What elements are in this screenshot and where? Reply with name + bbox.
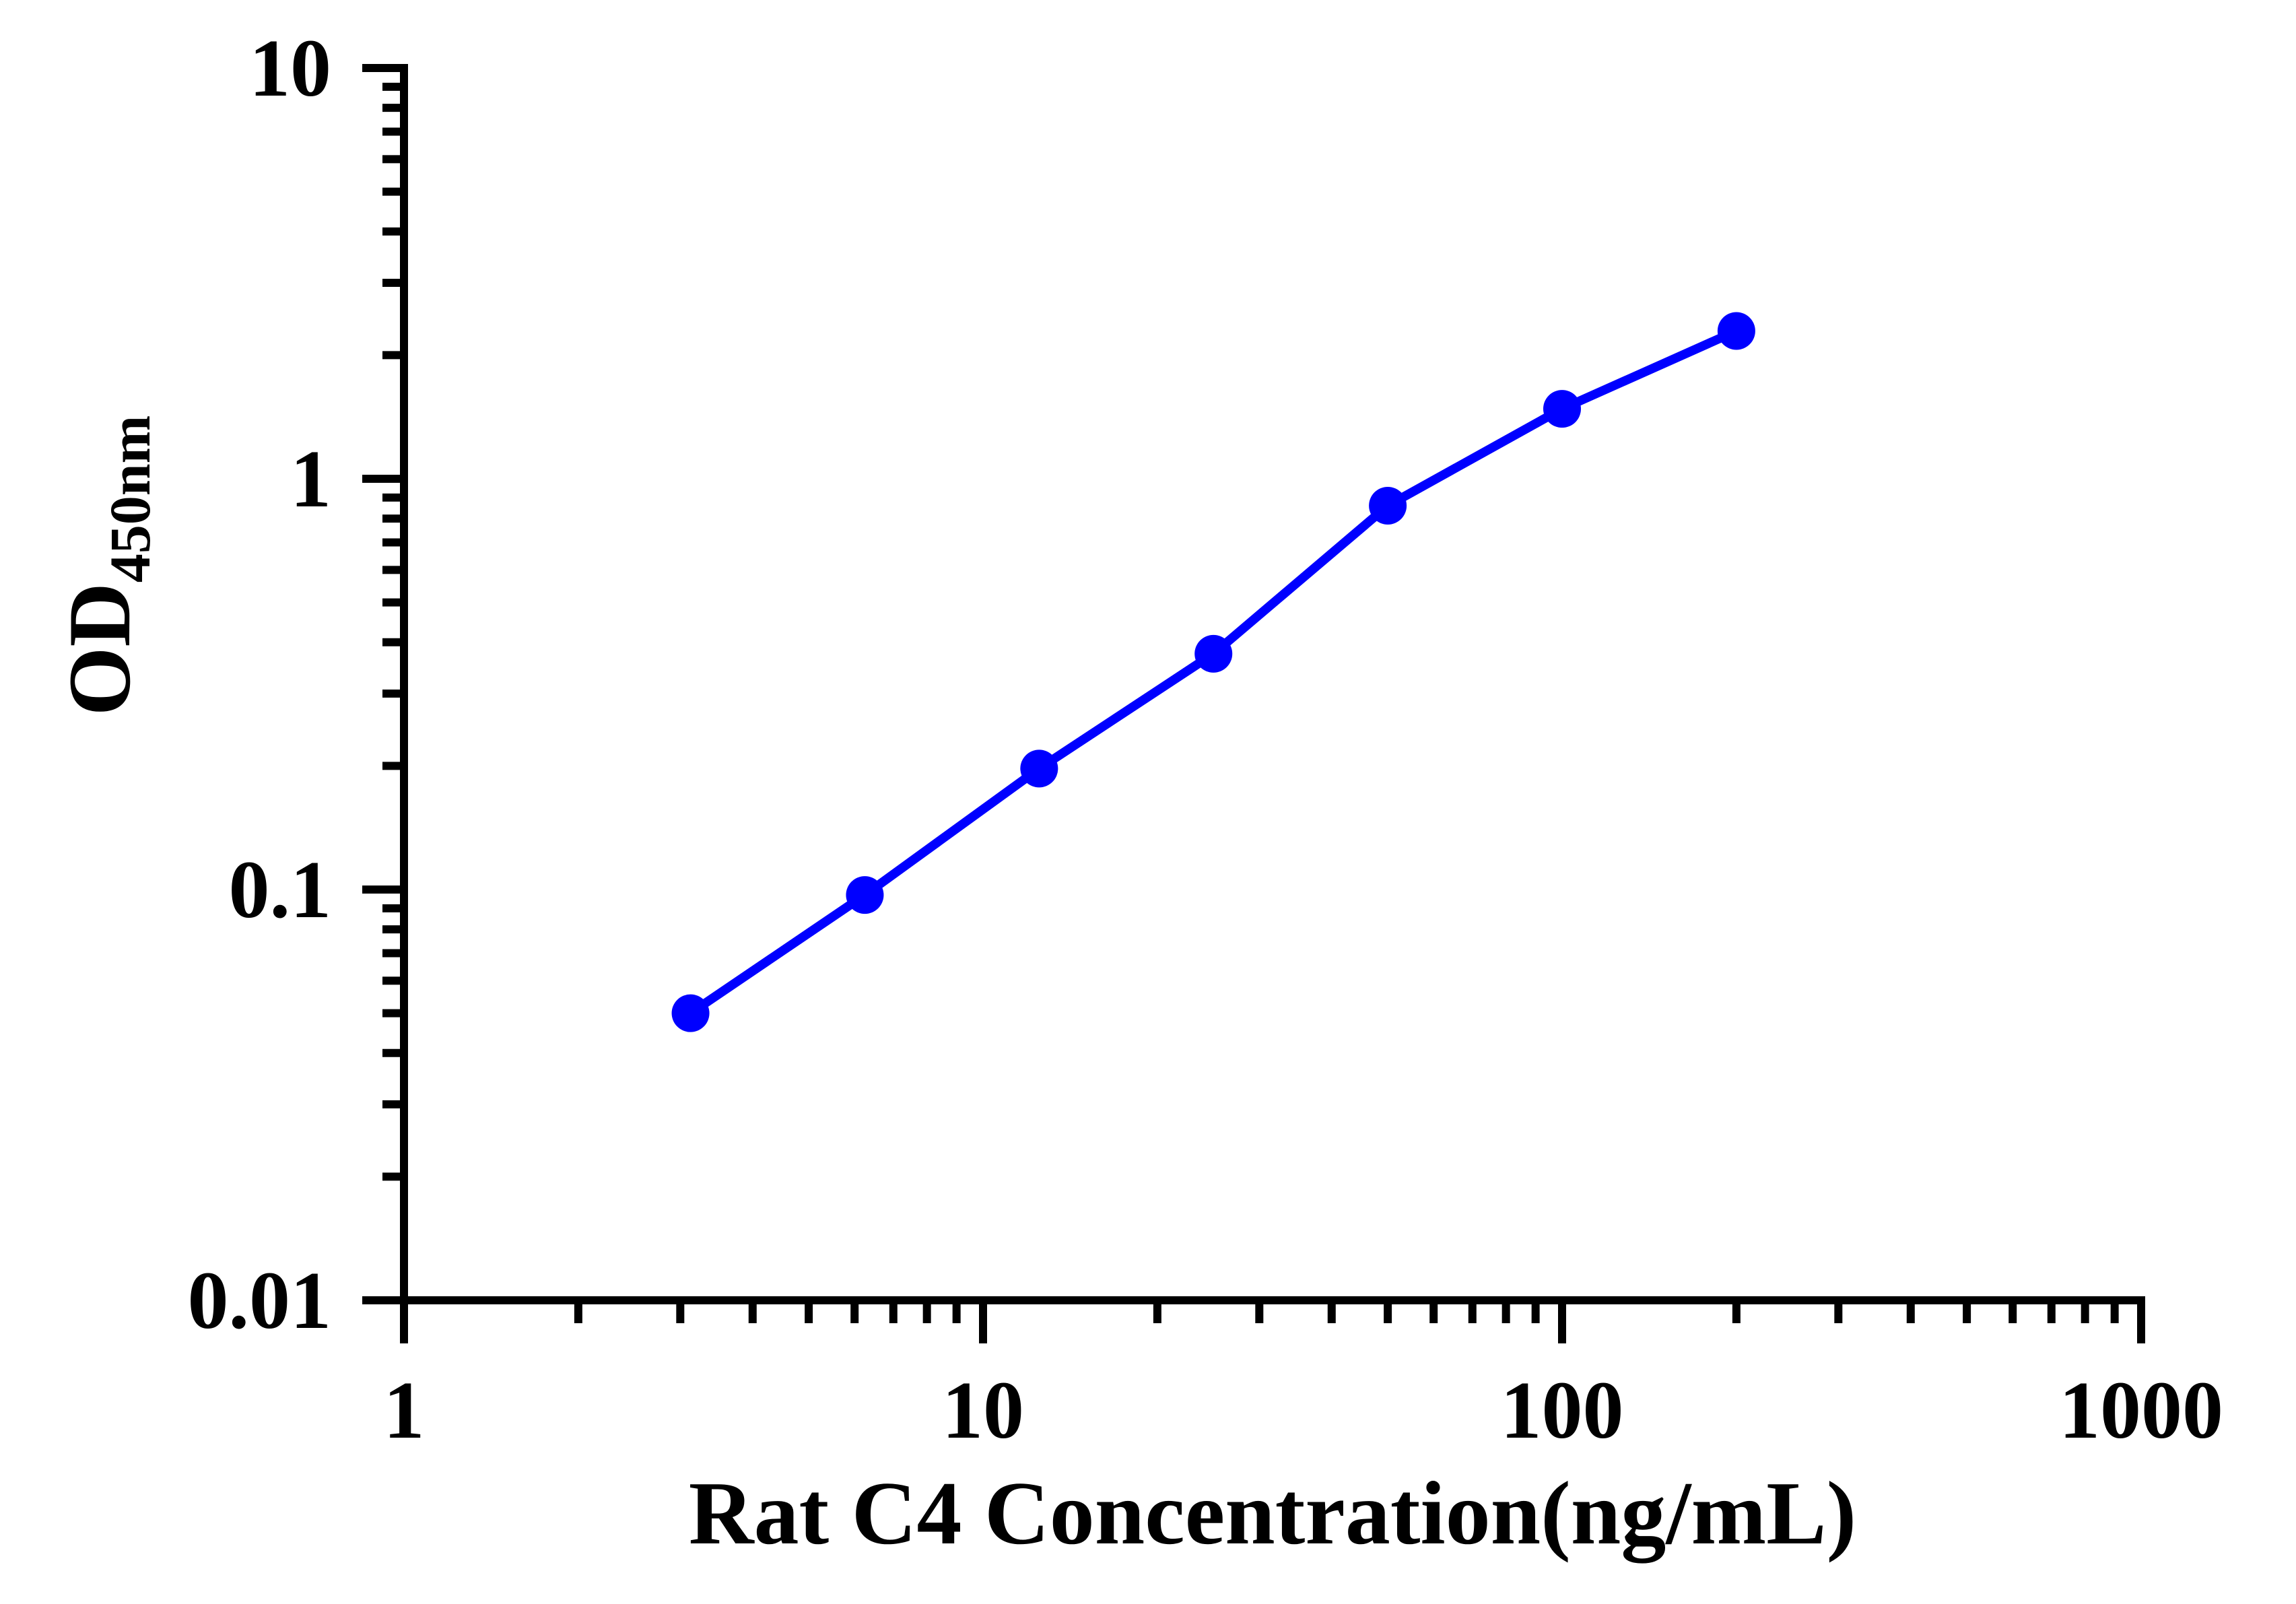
x-tick-label: 1000 — [2059, 1365, 2223, 1456]
data-point-marker — [1717, 312, 1755, 350]
axes — [400, 64, 2145, 1304]
data-point-marker — [671, 994, 710, 1032]
y-axis-title: OD450nm — [50, 415, 162, 716]
data-point-marker — [846, 876, 884, 914]
x-tick-label: 10 — [942, 1365, 1024, 1456]
x-axis-title: Rat C4 Concentration(ng/mL) — [689, 1463, 1856, 1564]
y-tick-label: 0.01 — [188, 1255, 332, 1346]
major-ticks — [362, 64, 2145, 1343]
data-series — [671, 312, 1755, 1032]
y-tick-label: 10 — [249, 23, 331, 114]
y-tick-label: 0.1 — [229, 844, 332, 935]
x-tick-label: 1 — [384, 1365, 425, 1456]
data-point-marker — [1020, 749, 1058, 788]
minor-ticks — [382, 82, 2119, 1323]
data-point-marker — [1543, 390, 1581, 428]
x-tick-label: 100 — [1501, 1365, 1624, 1456]
data-point-marker — [1194, 634, 1233, 673]
y-tick-label: 1 — [290, 434, 331, 525]
y-axis-title-base: OD — [50, 582, 149, 716]
tick-labels: 1 10 100 1000 0.01 0.1 1 10 — [188, 23, 2224, 1456]
data-point-marker — [1369, 486, 1407, 525]
y-axis-title-subscript: 450nm — [98, 415, 162, 582]
